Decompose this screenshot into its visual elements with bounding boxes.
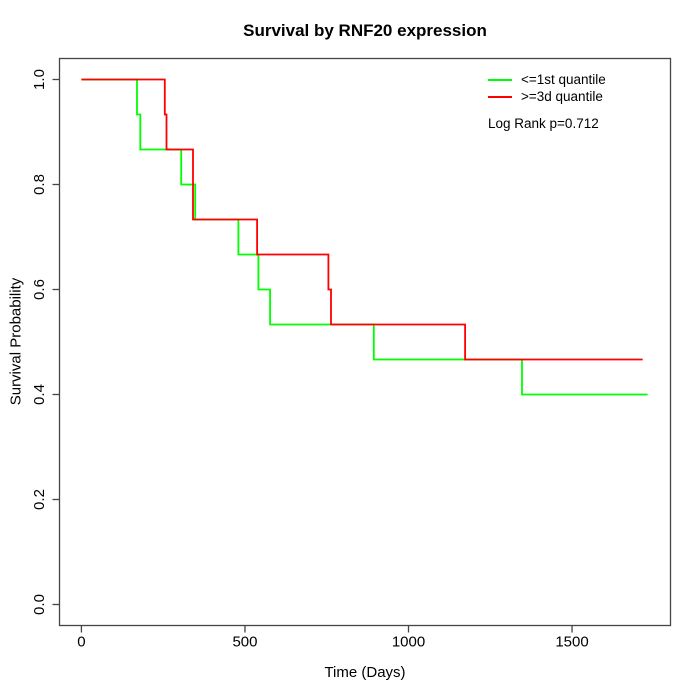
x-axis-tick-label: 1500 <box>555 634 588 651</box>
x-axis-tick-label: 1000 <box>392 634 425 651</box>
y-axis-tick-label: 0.0 <box>31 594 48 615</box>
legend-label: <=1st quantile <box>521 72 606 87</box>
legend-line-icon <box>488 95 512 98</box>
plot-border <box>58 57 672 627</box>
y-axis-tick-label: 0.6 <box>31 279 48 300</box>
y-axis-tick-label: 0.8 <box>31 174 48 195</box>
chart-title: Survival by RNF20 expression <box>243 21 487 40</box>
legend: <=1st quantile >=3d quantile Log Rank p=… <box>488 71 606 131</box>
survival-curve-high-quantile <box>81 78 643 361</box>
y-axis-tick-label: 1.0 <box>31 69 48 90</box>
legend-entry-low-expression: <=1st quantile <box>488 71 606 88</box>
log-rank-annotation: Log Rank p=0.712 <box>488 116 599 131</box>
survival-curve-low-quantile <box>81 78 648 396</box>
legend-line-icon <box>488 78 512 81</box>
legend-entry-high-expression: >=3d quantile <box>488 88 606 105</box>
x-axis-label: Time (Days) <box>324 664 406 681</box>
legend-label: >=3d quantile <box>521 89 603 104</box>
y-axis-tick-label: 0.2 <box>31 489 48 510</box>
x-axis-tick-label: 0 <box>77 634 85 651</box>
x-axis-tick-label: 500 <box>232 634 257 651</box>
y-axis-tick-label: 0.4 <box>31 384 48 405</box>
